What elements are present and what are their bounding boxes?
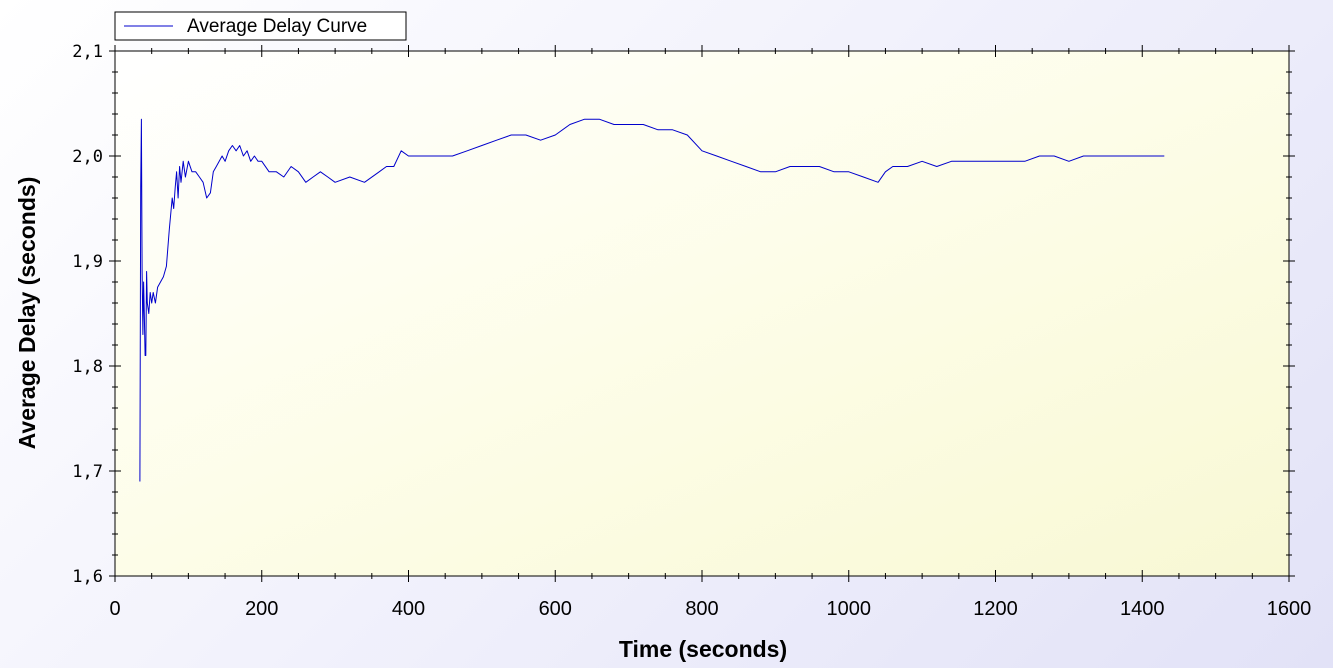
series-line-0	[139, 118, 1165, 482]
y-axis: 1,6 1,7 1,8 1,9 2,0 2,1	[72, 42, 1295, 587]
x-tick-label: 200	[245, 598, 278, 620]
y-axis-minor-ticks	[112, 71, 1292, 556]
y-tick-label: 2,0	[72, 147, 103, 167]
x-tick-label: 600	[539, 598, 572, 620]
y-tick-label: 1,9	[72, 252, 103, 272]
series-layer	[139, 118, 1165, 482]
y-axis-title: Average Delay (seconds)	[14, 177, 40, 450]
legend-label: Average Delay Curve	[187, 16, 367, 37]
x-tick-label: 1400	[1120, 598, 1165, 620]
x-tick-label: 800	[685, 598, 718, 620]
x-tick-label: 1600	[1267, 598, 1312, 620]
x-tick-label: 0	[109, 598, 120, 620]
x-axis-title: Time (seconds)	[619, 636, 787, 662]
x-axis: 0 200 400 600 800 1000 1200 1400 1600	[109, 45, 1311, 620]
y-tick-label: 2,1	[72, 42, 103, 62]
x-tick-label: 1200	[973, 598, 1018, 620]
x-tick-label: 400	[392, 598, 425, 620]
y-tick-label: 1,6	[72, 567, 103, 587]
legend: Average Delay Curve	[114, 11, 407, 41]
x-tick-label: 1000	[827, 598, 872, 620]
y-tick-label: 1,8	[72, 357, 103, 377]
x-axis-minor-ticks	[151, 48, 1253, 579]
y-tick-label: 1,7	[72, 462, 103, 482]
plot-area	[114, 50, 1290, 577]
